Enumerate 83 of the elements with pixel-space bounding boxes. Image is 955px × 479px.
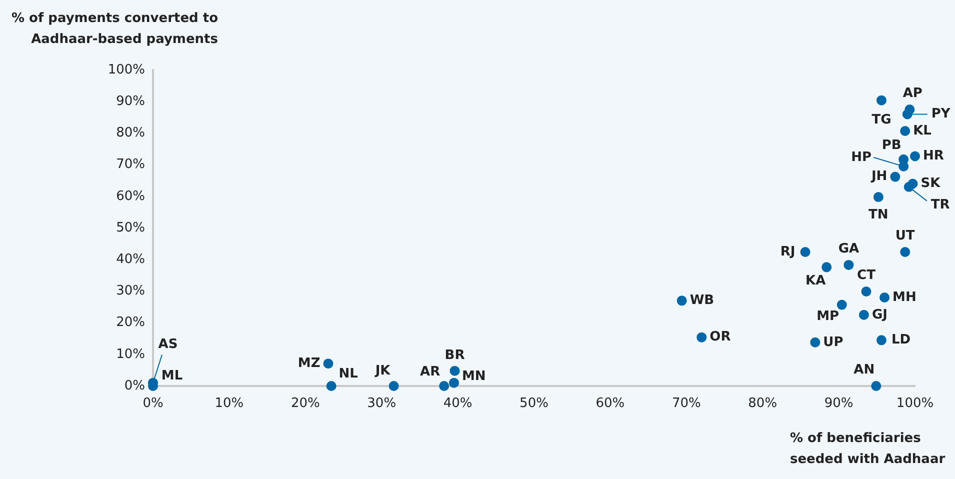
x-tick-label: 60% bbox=[596, 396, 625, 412]
annotation: MN bbox=[462, 369, 486, 384]
annotation: UP bbox=[823, 334, 844, 350]
annotation: GJ bbox=[872, 307, 888, 322]
x-tick-label: 20% bbox=[290, 396, 320, 412]
x-tick-label: 50% bbox=[520, 396, 548, 412]
point bbox=[871, 381, 882, 391]
point bbox=[861, 286, 872, 297]
point bbox=[858, 310, 869, 320]
annotation: GA bbox=[838, 241, 860, 256]
annotation: PB bbox=[882, 138, 902, 153]
annotation: MP bbox=[816, 309, 840, 324]
point bbox=[898, 161, 909, 172]
annotation: OR bbox=[710, 330, 731, 345]
annotation: LD bbox=[891, 332, 911, 348]
y-tick-label: 10% bbox=[116, 346, 145, 362]
annotation: JK bbox=[374, 363, 392, 378]
annotation: NL bbox=[338, 366, 358, 382]
annotation: PY bbox=[931, 106, 951, 122]
point bbox=[696, 332, 707, 342]
point bbox=[880, 292, 890, 303]
y-tick-label: 30% bbox=[116, 284, 145, 299]
annotation: KL bbox=[913, 123, 932, 138]
point bbox=[450, 366, 460, 376]
point bbox=[448, 378, 459, 388]
point bbox=[910, 151, 920, 162]
y-tick-label: 50% bbox=[116, 220, 145, 236]
y-tick-label: 80% bbox=[116, 126, 145, 141]
point bbox=[904, 182, 914, 192]
x-tick-label: 30% bbox=[367, 396, 396, 412]
annotation: SK bbox=[920, 176, 942, 192]
y-tick-label: 60% bbox=[116, 188, 145, 204]
annotation: AP bbox=[902, 86, 922, 101]
x-axis-title: % of beneficiaries seeded with Aadhaar bbox=[790, 430, 946, 469]
point bbox=[676, 296, 687, 306]
annotation: TR bbox=[930, 197, 950, 212]
annotation: RJ bbox=[780, 244, 796, 260]
y-axis-title: % of payments converted to Aadhaar-based payments bbox=[10, 10, 218, 49]
annotation: MH bbox=[892, 290, 916, 305]
point bbox=[902, 109, 912, 120]
annotation: BR bbox=[444, 348, 465, 364]
point bbox=[876, 95, 886, 106]
point bbox=[388, 381, 399, 391]
annotation: AR bbox=[420, 364, 440, 380]
annotation: HR bbox=[923, 148, 944, 164]
annotation: TG bbox=[872, 112, 892, 128]
point bbox=[900, 126, 910, 136]
point bbox=[900, 247, 910, 258]
point bbox=[800, 247, 810, 258]
x-tick-label: 0% bbox=[142, 396, 164, 412]
x-tick-label: 90% bbox=[824, 396, 854, 412]
point bbox=[822, 262, 832, 272]
annotation: MZ bbox=[298, 356, 320, 371]
point bbox=[810, 337, 820, 348]
x-tick-label: 40% bbox=[443, 396, 472, 412]
y-tick-label: 100% bbox=[108, 62, 145, 78]
annotation: CT bbox=[857, 268, 876, 283]
point bbox=[323, 358, 334, 369]
x-tick-label: 10% bbox=[214, 396, 244, 412]
annotation: WB bbox=[690, 293, 714, 308]
x-tick-label: 80% bbox=[748, 396, 778, 412]
x-tick-label: 100% bbox=[896, 396, 934, 412]
x-tick-label: 70% bbox=[672, 396, 701, 412]
annotation: AN bbox=[854, 362, 875, 378]
point bbox=[890, 172, 900, 182]
y-tick-label: 0% bbox=[124, 378, 145, 394]
annotation: UT bbox=[895, 228, 915, 244]
annotation: JH bbox=[870, 169, 888, 184]
point bbox=[844, 260, 854, 270]
y-tick-label: 90% bbox=[116, 94, 145, 109]
point bbox=[836, 300, 847, 310]
annotation: KA bbox=[806, 274, 826, 289]
point bbox=[876, 335, 886, 346]
annotation: TN bbox=[868, 207, 888, 222]
point bbox=[873, 192, 884, 202]
y-tick-label: 40% bbox=[116, 252, 145, 267]
y-tick-label: 20% bbox=[116, 315, 145, 330]
annotation: ML bbox=[161, 368, 183, 384]
annotation: HP bbox=[851, 150, 872, 165]
point bbox=[439, 381, 450, 391]
annotation: AS bbox=[158, 337, 178, 352]
y-tick-label: 70% bbox=[116, 157, 145, 172]
point bbox=[326, 381, 336, 391]
